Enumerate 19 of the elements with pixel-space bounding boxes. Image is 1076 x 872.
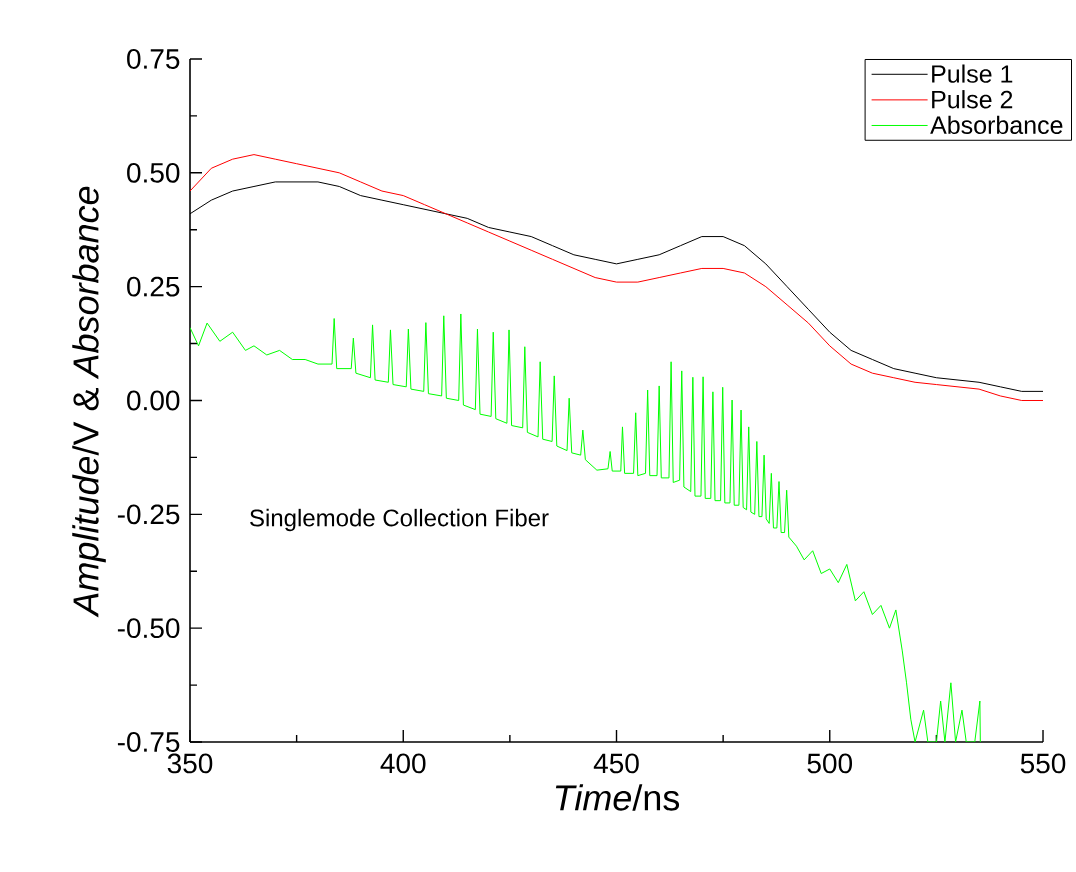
x-tick-label: 400 — [380, 753, 426, 774]
y-tick-label: 0.00 — [127, 390, 180, 411]
y-tick-label: -0.75 — [117, 732, 180, 752]
x-tick-label: 550 — [1020, 753, 1066, 774]
y-tick-label: 0.50 — [127, 162, 180, 183]
y-tick-label: 0.25 — [127, 276, 180, 297]
y-tick-label: -0.50 — [117, 618, 180, 639]
x-tick-label: 450 — [593, 753, 639, 774]
line-series — [190, 313, 981, 742]
x-axis-title: Time/ns — [555, 784, 680, 811]
legend-label: Absorbance — [930, 115, 1063, 135]
y-tick-label: -0.25 — [117, 504, 180, 525]
x-tick-label: 350 — [167, 753, 213, 774]
annotation: Singlemode Collection Fiber — [250, 508, 549, 532]
legend-label: Pulse 1 — [932, 64, 1013, 83]
y-axis-title: Amplitude/V & Absorbance — [72, 186, 106, 618]
y-tick-label: 0.75 — [127, 49, 180, 69]
x-tick-label: 500 — [807, 753, 853, 774]
legend-label: Pulse 2 — [932, 90, 1013, 109]
